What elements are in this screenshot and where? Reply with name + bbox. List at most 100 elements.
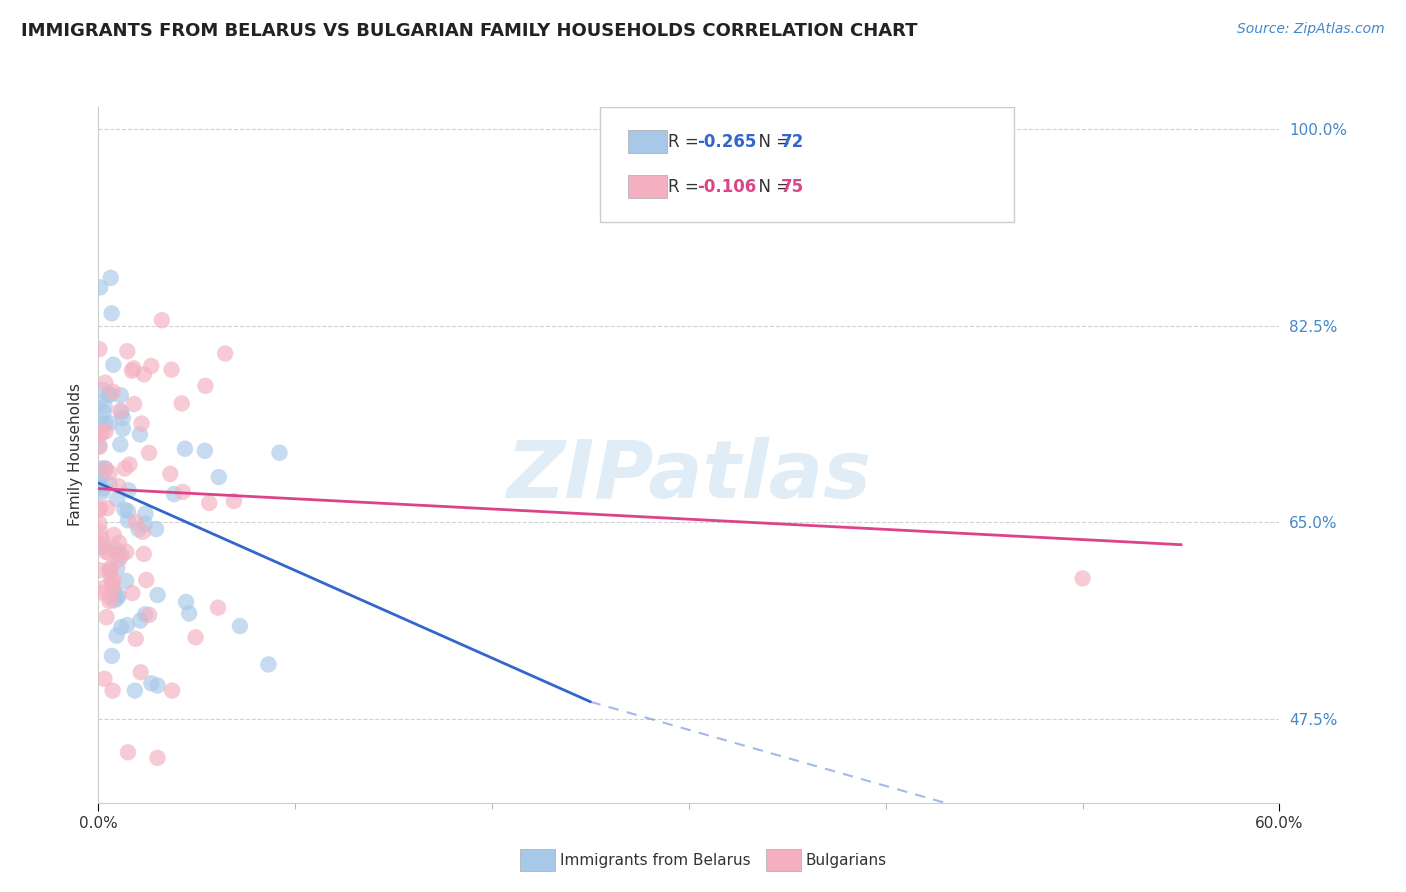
Point [146, 751, 169, 765]
Point [131, 417, 153, 431]
Point [172, 484, 194, 499]
Text: ZIPatlas: ZIPatlas [506, 437, 872, 515]
Point [94, 462, 117, 476]
Point [481, 818, 503, 832]
Point [129, 665, 152, 680]
Point [124, 683, 146, 698]
Point [150, 313, 173, 327]
Point [94, 461, 117, 475]
Point [117, 483, 139, 498]
Point [118, 458, 141, 472]
Point [89, 563, 111, 577]
Point [135, 573, 157, 587]
Point [96, 501, 118, 516]
Point [90, 468, 112, 483]
Text: -0.265: -0.265 [697, 133, 756, 151]
Point [91, 482, 114, 496]
Point [160, 683, 183, 698]
Point [132, 368, 155, 382]
FancyBboxPatch shape [627, 175, 666, 198]
Point [89, 280, 111, 294]
Text: 72: 72 [782, 133, 804, 151]
Point [122, 397, 145, 411]
Text: R =: R = [668, 133, 703, 151]
Point [101, 578, 124, 592]
Text: Immigrants from Belarus: Immigrants from Belarus [560, 854, 751, 868]
Point [115, 574, 138, 588]
Point [214, 346, 236, 360]
Point [117, 513, 139, 527]
Point [89, 477, 111, 491]
Point [100, 561, 122, 575]
Point [1071, 571, 1094, 585]
Point [125, 632, 148, 646]
Point [110, 405, 132, 419]
Point [90, 818, 112, 832]
Text: IMMIGRANTS FROM BELARUS VS BULGARIAN FAMILY HOUSEHOLDS CORRELATION CHART: IMMIGRANTS FROM BELARUS VS BULGARIAN FAM… [21, 22, 918, 40]
Point [108, 552, 131, 566]
Point [93, 400, 115, 414]
Point [89, 524, 111, 539]
Point [207, 600, 229, 615]
Point [159, 467, 181, 481]
Point [107, 588, 129, 602]
Point [125, 515, 148, 529]
Point [89, 396, 111, 410]
Point [114, 461, 136, 475]
Point [89, 585, 111, 599]
Point [117, 344, 139, 359]
Point [112, 502, 135, 516]
Point [110, 437, 132, 451]
Point [160, 362, 183, 376]
Point [103, 358, 125, 372]
Point [198, 496, 221, 510]
Point [103, 585, 125, 599]
Point [89, 415, 111, 429]
Point [194, 443, 217, 458]
Point [108, 536, 131, 550]
Point [98, 594, 121, 608]
Point [89, 516, 111, 531]
Point [89, 477, 111, 491]
Point [146, 679, 169, 693]
Point [89, 502, 111, 516]
Point [91, 537, 114, 551]
Point [127, 522, 149, 536]
Point [138, 446, 160, 460]
Point [110, 548, 132, 562]
Point [98, 565, 121, 579]
Point [105, 492, 128, 507]
Point [91, 533, 114, 547]
Point [229, 619, 252, 633]
Point [90, 541, 112, 555]
Text: Bulgarians: Bulgarians [806, 854, 887, 868]
Point [100, 271, 122, 285]
Point [269, 446, 291, 460]
Point [98, 416, 121, 430]
Point [103, 528, 125, 542]
Point [129, 614, 152, 628]
Point [194, 379, 217, 393]
Point [89, 426, 111, 441]
Y-axis label: Family Households: Family Households [67, 384, 83, 526]
Text: N =: N = [748, 133, 796, 151]
Text: 75: 75 [782, 178, 804, 196]
Point [90, 461, 112, 475]
Point [89, 342, 111, 356]
Point [111, 422, 134, 436]
Point [105, 561, 128, 575]
Point [141, 359, 163, 373]
Point [107, 479, 129, 493]
Point [132, 524, 155, 539]
Point [89, 500, 111, 515]
Text: N =: N = [748, 178, 796, 196]
Point [184, 630, 207, 644]
Point [141, 676, 163, 690]
Point [257, 657, 280, 672]
Point [117, 745, 139, 759]
Point [134, 607, 156, 622]
Point [96, 545, 118, 559]
Point [100, 591, 122, 605]
Point [105, 629, 128, 643]
Point [93, 672, 115, 686]
